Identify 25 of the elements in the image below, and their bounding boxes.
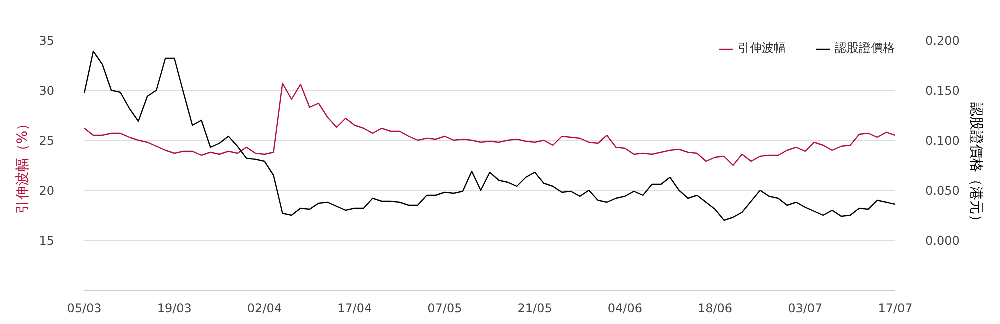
legend-label: 認股證價格 [835, 40, 895, 57]
x-tick-label: 07/05 [428, 302, 462, 316]
y2-tick-label: 0.050 [926, 184, 960, 198]
y2-tick-label: 0.150 [926, 84, 960, 98]
x-tick-label: 18/06 [698, 302, 733, 316]
y-tick-label: 15 [39, 234, 55, 248]
legend-label: 引伸波幅 [738, 40, 786, 57]
x-tick-label: 21/05 [518, 302, 552, 316]
x-tick-label: 05/03 [67, 302, 102, 316]
y-tick-label: 20 [39, 184, 55, 198]
x-tick-label: 02/04 [247, 302, 282, 316]
x-tick-label: 17/04 [338, 302, 372, 316]
y2-tick-label: 0.100 [926, 134, 960, 148]
x-tick-label: 19/03 [157, 302, 192, 316]
y-tick-label: 25 [39, 134, 55, 148]
x-tick-label: 03/07 [788, 302, 823, 316]
y-tick-label: 35 [39, 34, 55, 48]
y-tick-label: 30 [39, 84, 55, 98]
y2-tick-label: 0.200 [926, 34, 960, 48]
y2-axis-title: 認股證價格（港元） [968, 102, 984, 228]
x-tick-label: 17/07 [878, 302, 913, 316]
line-series [84, 82, 896, 166]
y-axis-title: 引伸波幅（%） [15, 116, 32, 214]
y2-tick-label: 0.000 [926, 234, 960, 248]
x-tick-label: 04/06 [608, 302, 642, 316]
